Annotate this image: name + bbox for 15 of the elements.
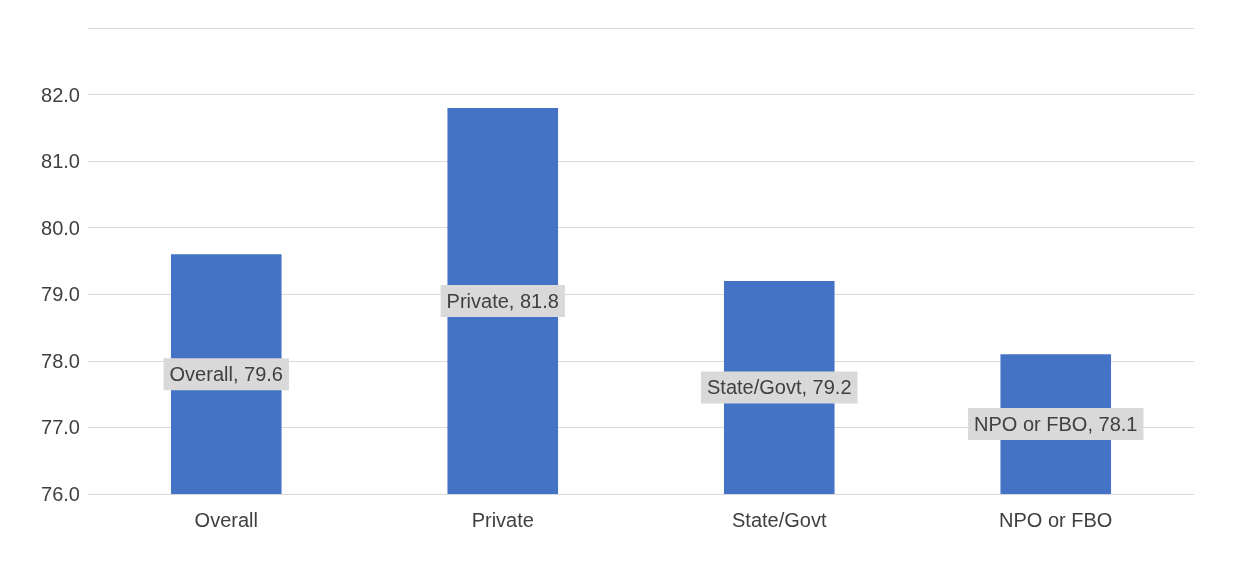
data-label: State/Govt, 79.2	[706, 376, 852, 399]
x-tick-label: Private	[471, 509, 534, 531]
y-tick-label: 78.0	[41, 349, 80, 372]
data-label: NPO or FBO, 78.1	[974, 413, 1138, 436]
y-tick-label: 79.0	[41, 283, 80, 306]
x-tick-label: State/Govt	[732, 509, 827, 531]
data-label: Overall, 79.6	[169, 363, 283, 386]
y-tick-label: 77.0	[41, 416, 80, 439]
data-label: Private, 81.8	[446, 289, 559, 312]
y-tick-label: 80.0	[41, 216, 80, 239]
y-tick-label: 81.0	[41, 150, 80, 173]
y-tick-label: 76.0	[41, 483, 80, 505]
x-tick-label: Overall	[194, 509, 258, 531]
y-tick-label: 82.0	[41, 83, 80, 106]
x-tick-label: NPO or FBO	[999, 509, 1113, 531]
